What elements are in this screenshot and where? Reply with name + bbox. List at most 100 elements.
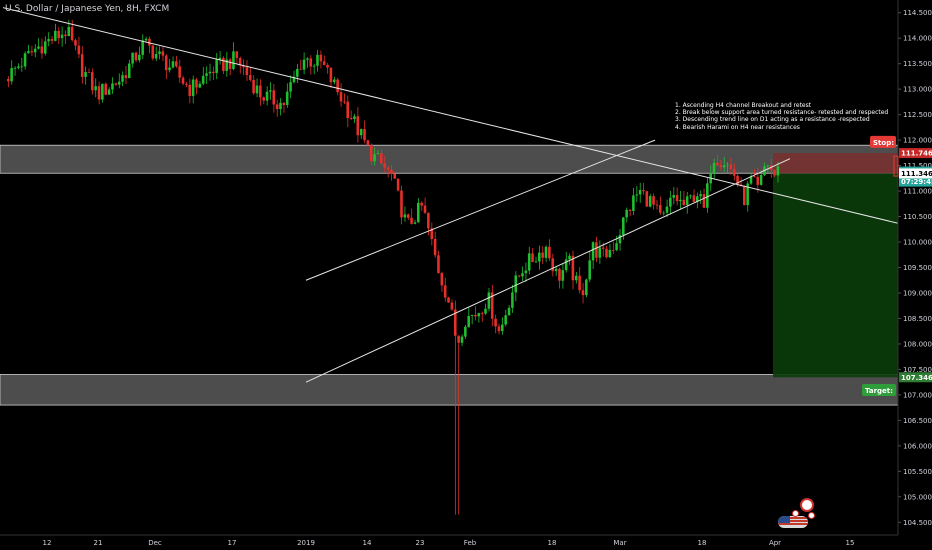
candle-body [756, 176, 760, 185]
candle-body [107, 89, 111, 95]
x-tick-label: 21 [94, 539, 103, 547]
candle-body [746, 183, 749, 206]
event-flag-icon[interactable] [800, 498, 814, 512]
candle-body [376, 153, 380, 155]
candle-body [91, 72, 94, 91]
candle-body [336, 79, 339, 93]
candle-body [702, 194, 706, 208]
candle-body [564, 259, 568, 271]
candle-body [672, 195, 675, 198]
y-tick-label: 109.000 [903, 289, 932, 297]
candle-body [766, 165, 770, 167]
candle-body [484, 308, 487, 314]
channel-lower-trendline [305, 165, 776, 383]
x-tick-label: 2019 [297, 539, 315, 547]
candle-body [622, 217, 625, 235]
candle-body [706, 183, 709, 208]
stop-label-box [870, 135, 896, 148]
x-tick-label: 15 [846, 539, 855, 547]
candle-body [6, 78, 10, 82]
target-price-value: 107.346 [901, 374, 932, 382]
y-tick-label: 106.500 [903, 417, 932, 425]
candle-body [185, 83, 188, 85]
candle-body [77, 45, 81, 55]
candle-body [54, 30, 57, 41]
candle-body [168, 67, 171, 71]
y-tick-label: 110.500 [903, 213, 932, 221]
candle-body [652, 196, 655, 205]
candle-body [275, 104, 279, 110]
candle-body [665, 206, 669, 213]
entry-price-value: 111.346 [901, 170, 932, 178]
candle-body [726, 164, 729, 166]
x-tick-label: 14 [363, 539, 372, 547]
candle-body [467, 315, 470, 327]
candle-body [776, 166, 780, 176]
candle-body [632, 195, 635, 211]
candle-body [521, 273, 524, 277]
candle-body [269, 90, 272, 92]
candle-body [531, 253, 534, 262]
candle-body [669, 197, 672, 207]
candle-body [588, 260, 591, 280]
candle-body [551, 258, 555, 272]
candle-body [309, 58, 313, 67]
candle-body [464, 326, 467, 337]
candle-body [30, 51, 34, 53]
candle-body [43, 41, 47, 54]
candle-body [460, 336, 464, 343]
candle-body [299, 68, 302, 70]
candle-body [40, 46, 44, 54]
candle-body [27, 51, 30, 54]
candle-body [433, 238, 437, 256]
event-dot-icon[interactable] [792, 510, 799, 517]
candle-body [386, 167, 390, 170]
candle-body [581, 290, 585, 296]
candle-body [712, 162, 716, 174]
descending-d1-trendline [2, 7, 776, 195]
candle-body [114, 83, 118, 85]
target-label-text: Target: [865, 387, 893, 395]
candle-body [732, 169, 736, 176]
event-dot-icon[interactable] [808, 512, 815, 519]
candle-body [749, 176, 753, 184]
candle-body [319, 54, 323, 62]
candle-body [158, 51, 161, 54]
candle-body [104, 83, 108, 95]
candle-body [50, 39, 54, 41]
candle-body [534, 261, 538, 263]
candle-body [685, 196, 689, 205]
candle-body [67, 26, 71, 37]
candle-body [282, 102, 286, 106]
candle-body [591, 242, 595, 261]
candle-body [265, 91, 269, 101]
candle-body [242, 65, 245, 68]
candle-body [605, 248, 608, 258]
candle-body [608, 250, 612, 258]
candle-body [517, 275, 521, 277]
y-tick-label: 108.000 [903, 340, 932, 348]
candle-body [695, 196, 699, 202]
y-tick-label: 112.000 [903, 137, 932, 145]
y-tick-label: 107.000 [903, 391, 932, 399]
y-tick-label: 111.000 [903, 188, 932, 196]
us-flag-icon[interactable] [778, 516, 808, 528]
candle-body [111, 83, 114, 90]
candle-body [138, 54, 141, 61]
support-zone [0, 374, 899, 406]
candle-body [97, 86, 101, 100]
candle-body [191, 79, 195, 96]
candle-body [568, 255, 571, 260]
candle-body [238, 58, 242, 66]
candle-body [413, 222, 417, 224]
candle-body [453, 309, 457, 336]
candle-body [628, 209, 632, 211]
reward-area [773, 173, 898, 378]
candle-body [339, 92, 343, 102]
candle-body [474, 314, 477, 317]
candle-body [611, 250, 615, 251]
y-tick-label: 104.500 [903, 519, 932, 527]
candle-body [373, 154, 376, 162]
